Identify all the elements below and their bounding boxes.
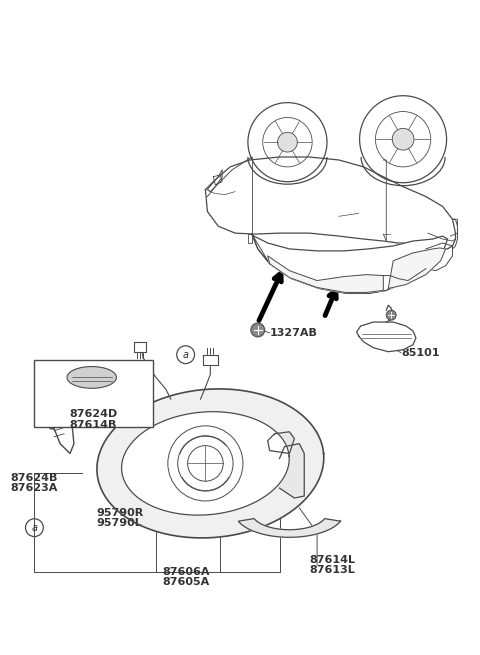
Polygon shape [268,256,384,292]
Polygon shape [134,342,146,352]
Circle shape [386,310,396,320]
Text: a: a [51,410,57,420]
Text: 87624B: 87624B [11,473,58,483]
Polygon shape [204,354,218,365]
Text: 87614B: 87614B [69,420,116,430]
Text: 87624D: 87624D [69,409,117,419]
Polygon shape [252,234,447,293]
Polygon shape [239,519,340,537]
Text: 95790R: 95790R [96,508,144,517]
Bar [35,360,153,427]
Polygon shape [268,432,294,453]
Polygon shape [121,412,289,515]
Polygon shape [388,248,445,288]
Text: a: a [182,350,189,360]
Polygon shape [205,157,456,249]
Text: 95790L: 95790L [96,517,143,528]
Polygon shape [279,443,304,498]
Text: 85101: 85101 [401,348,440,358]
Text: 1327AB: 1327AB [270,328,318,338]
Polygon shape [48,409,74,453]
Circle shape [392,128,414,150]
Text: 87614L: 87614L [309,555,355,565]
Circle shape [277,132,297,152]
Text: a: a [31,523,37,533]
Text: 87606A: 87606A [162,567,209,577]
Polygon shape [357,322,416,352]
Polygon shape [97,389,324,538]
Text: 87613L: 87613L [309,565,355,575]
Text: 87605A: 87605A [162,577,209,587]
Circle shape [251,323,264,337]
Text: 87623A: 87623A [11,483,58,493]
Ellipse shape [67,367,117,388]
